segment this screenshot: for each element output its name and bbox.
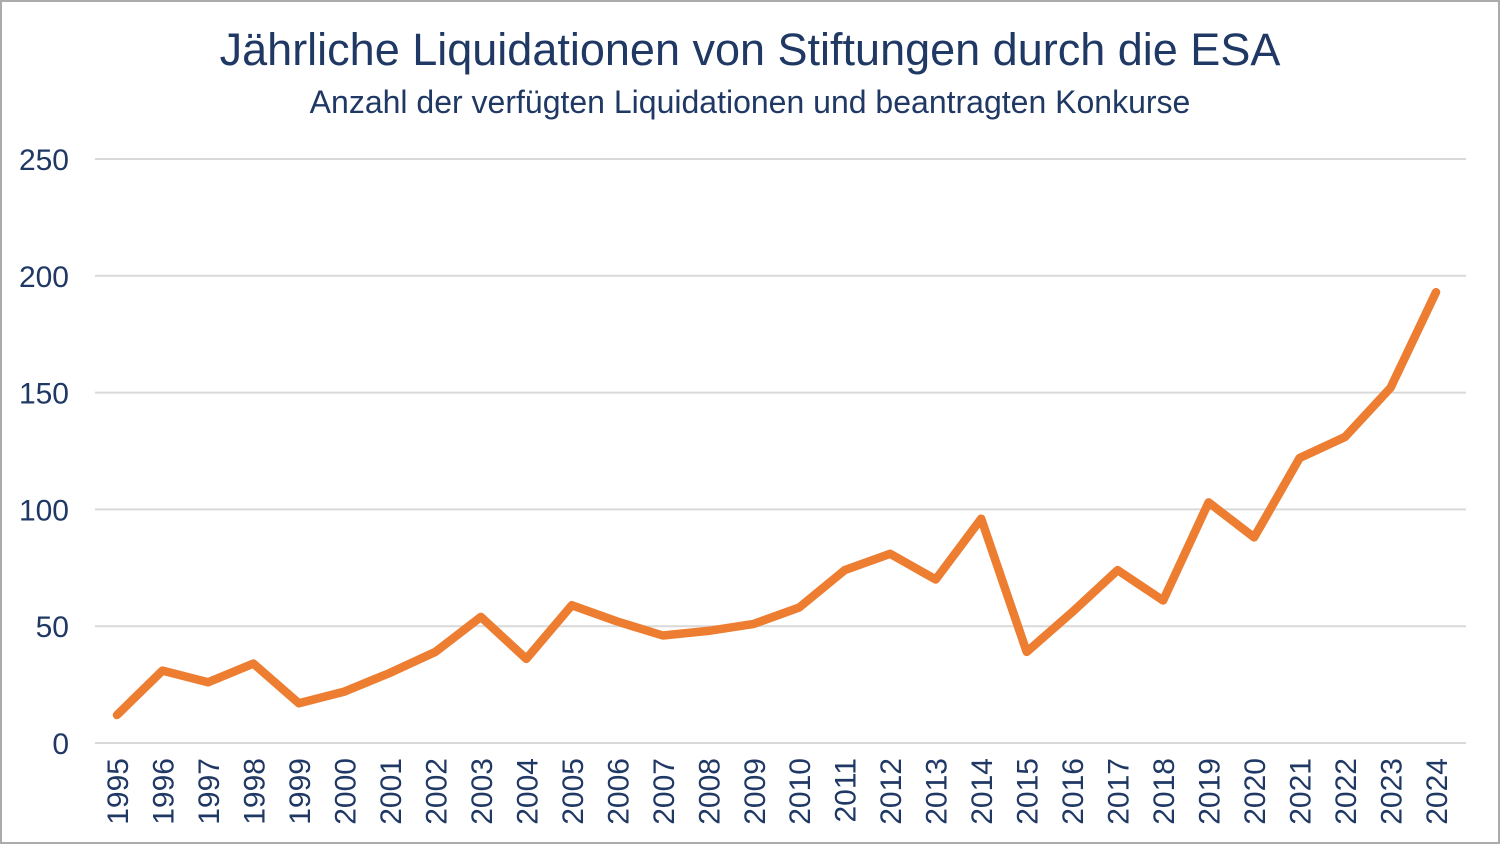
x-axis-tick-label: 1998 (238, 758, 271, 825)
x-axis-tick-label: 2017 (1103, 758, 1136, 825)
x-axis-tick-label: 2019 (1194, 758, 1227, 825)
x-axis-tick-label: 1995 (102, 758, 135, 825)
x-axis-tick-label: 2002 (420, 758, 453, 825)
y-axis-tick-label: 250 (19, 144, 69, 177)
x-axis-tick-label: 1996 (147, 758, 180, 825)
x-axis-tick-label: 2021 (1285, 758, 1318, 825)
x-axis-tick-label: 2012 (875, 758, 908, 825)
x-axis-tick-label: 2015 (1012, 758, 1045, 825)
x-axis-tick-label: 2024 (1421, 758, 1454, 825)
x-axis-tick-label: 2009 (739, 758, 772, 825)
x-axis-tick-label: 2020 (1239, 758, 1272, 825)
y-axis-tick-label: 150 (19, 378, 69, 411)
x-axis-tick-label: 1997 (193, 758, 226, 825)
x-axis-tick-label: 2023 (1376, 758, 1409, 825)
x-axis-tick-label: 2007 (648, 758, 681, 825)
y-axis-tick-label: 0 (52, 728, 69, 761)
x-axis-tick-label: 2006 (602, 758, 635, 825)
x-axis-tick-label: 2005 (557, 758, 590, 825)
y-axis-tick-label: 100 (19, 494, 69, 527)
x-axis-tick-label: 1999 (284, 758, 317, 825)
y-axis-tick-label: 200 (19, 261, 69, 294)
x-axis-tick-label: 2000 (329, 758, 362, 825)
x-axis-tick-label: 2018 (1148, 758, 1181, 825)
x-axis-tick-label: 2022 (1330, 758, 1363, 825)
chart-title: Jährliche Liquidationen von Stiftungen d… (219, 24, 1281, 75)
x-axis-tick-label: 2001 (375, 758, 408, 825)
x-axis-tick-label: 2003 (466, 758, 499, 825)
x-axis-tick-label: 2010 (784, 758, 817, 825)
x-axis-tick-label: 2008 (693, 758, 726, 825)
y-axis-tick-label: 50 (36, 611, 69, 644)
x-axis-tick-label: 2016 (1057, 758, 1090, 825)
data-series-line (112, 287, 1441, 720)
x-axis-tick-label: 2004 (511, 758, 544, 825)
x-axis-tick-label: 2011 (830, 758, 863, 823)
chart-subtitle: Anzahl der verfügten Liquidationen und b… (309, 84, 1191, 120)
x-axis-tick-label: 2013 (921, 758, 954, 825)
x-axis-tick-label: 2014 (966, 758, 999, 825)
